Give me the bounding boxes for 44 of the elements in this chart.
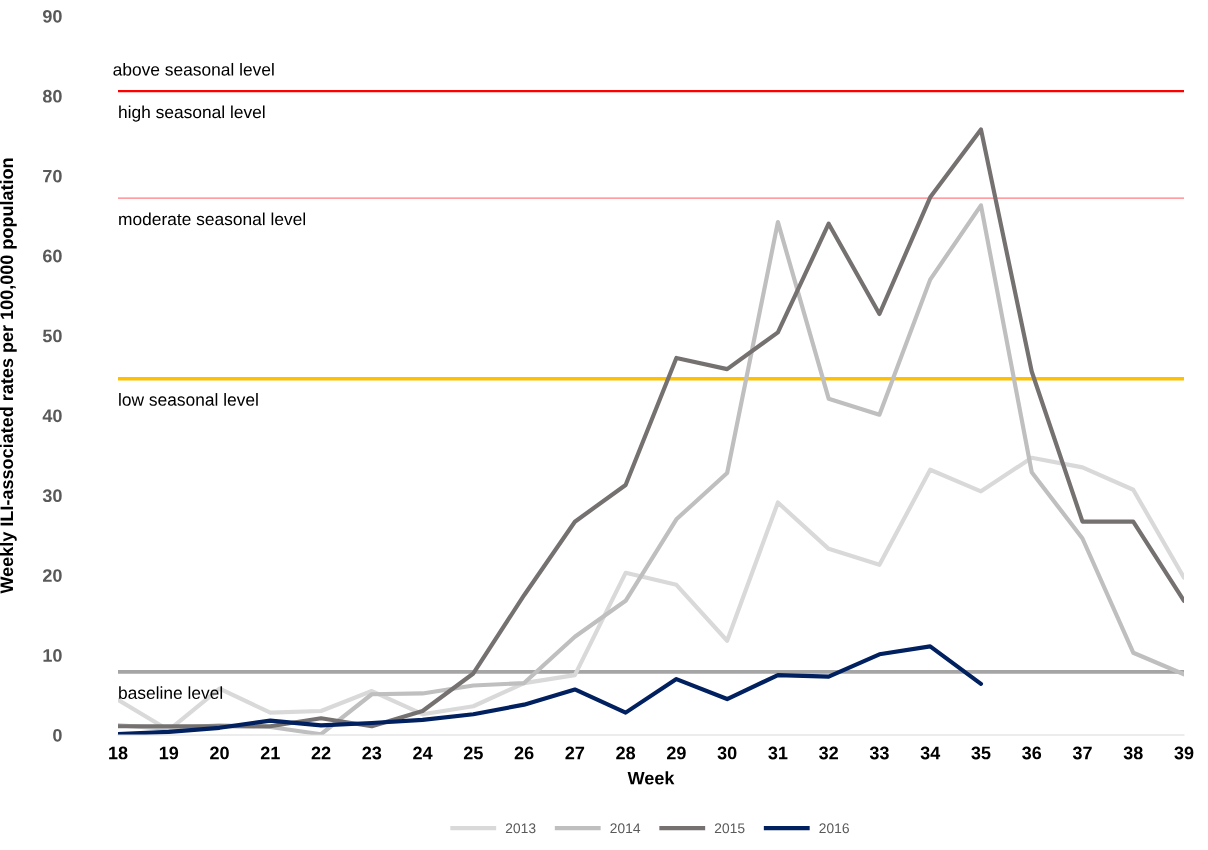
ref-line-label: low seasonal level	[119, 393, 258, 406]
x-tick-label: 39	[1174, 746, 1194, 760]
y-tick-label: 50	[42, 329, 62, 343]
y-tick-label: 90	[42, 9, 62, 23]
annotation: above seasonal level	[113, 62, 274, 76]
legend-label: 2015	[714, 823, 745, 834]
x-tick-label: 35	[971, 746, 991, 760]
x-tick-label: 34	[920, 746, 941, 760]
y-tick-label: 60	[43, 249, 62, 263]
x-tick-label: 27	[565, 746, 585, 760]
y-tick-label: 70	[43, 169, 62, 183]
x-tick-label: 21	[260, 746, 280, 760]
x-tick-label: 18	[109, 746, 128, 760]
y-tick-label: 20	[42, 569, 62, 582]
y-tick-label: 30	[42, 489, 62, 503]
legend-label: 2014	[610, 823, 641, 834]
legend-label: 2013	[505, 823, 536, 834]
x-tick-label: 37	[1072, 746, 1092, 760]
x-tick-label: 22	[311, 746, 331, 760]
line-series	[118, 644, 984, 735]
y-tick-label: 0	[53, 728, 62, 742]
y-axis-title: Weekly ILI-associated rates per 100,000 population	[0, 158, 17, 594]
x-tick-label: 32	[819, 746, 838, 760]
x-axis-title: Week	[627, 771, 675, 785]
x-tick-label: 30	[717, 746, 737, 760]
x-tick-label: 23	[362, 746, 382, 760]
y-tick-label: 10	[43, 649, 62, 662]
x-tick-label: 33	[869, 746, 889, 760]
ref-line-label: baseline level	[119, 686, 223, 700]
x-tick-label: 24	[413, 746, 433, 760]
ref-line-label: moderate seasonal level	[119, 212, 306, 226]
x-tick-label: 28	[616, 746, 636, 760]
x-tick-label: 38	[1123, 746, 1143, 760]
x-tick-label: 29	[666, 746, 686, 760]
y-tick-label: 40	[42, 409, 62, 423]
ref-line-label: high seasonal level	[119, 105, 265, 122]
x-tick-label: 31	[768, 746, 788, 760]
y-tick-label: 80	[42, 89, 62, 103]
x-tick-label: 36	[1022, 746, 1042, 760]
x-tick-label: 20	[210, 746, 229, 760]
legend-label: 2016	[819, 823, 849, 834]
x-tick-label: 26	[514, 746, 534, 760]
x-tick-label: 19	[159, 746, 179, 760]
x-tick-label: 25	[463, 746, 483, 760]
